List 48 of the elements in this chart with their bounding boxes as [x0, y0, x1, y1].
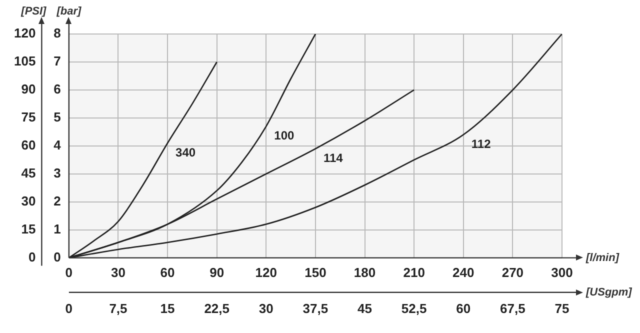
x2-tick-label: 0: [65, 300, 73, 316]
y-tick-label: 2: [54, 193, 61, 208]
x-tick-label: 240: [452, 265, 474, 280]
x2-tick-label: 45: [358, 300, 372, 316]
y-tick-label: 6: [54, 82, 61, 97]
y-tick-label: 4: [54, 137, 62, 152]
x2-tick-label: 67,5: [500, 300, 526, 316]
y-tick-label: 7: [54, 54, 61, 69]
x2-tick-label: 7,5: [109, 300, 128, 316]
y2-tick-label: 75: [21, 110, 36, 125]
x-tick-label: 150: [304, 265, 326, 280]
y2-axis-title: [PSI]: [20, 6, 47, 18]
y2-tick-label: 30: [21, 193, 36, 208]
x-tick-label: 180: [354, 265, 376, 280]
x-tick-label: 120: [255, 265, 278, 280]
y2-tick-label: 90: [21, 82, 36, 97]
x2-tick-label: 15: [160, 300, 175, 316]
x2-axis-title: [USgpm]: [585, 286, 632, 298]
y2-tick-label: 60: [21, 137, 36, 152]
x-tick-label: 90: [210, 265, 224, 280]
x-axis-title: [l/min]: [585, 252, 620, 264]
x-tick-label: 300: [551, 265, 573, 280]
x-tick-label: 60: [160, 265, 175, 280]
x-tick-label: 210: [403, 265, 425, 280]
x-tick-label: 0: [65, 265, 73, 280]
x2-tick-label: 37,5: [302, 300, 328, 316]
series-label: 114: [323, 151, 344, 166]
x-tick-label: 270: [502, 265, 524, 280]
y-tick-label: 5: [54, 110, 61, 125]
x-tick-label: 30: [110, 265, 126, 280]
x2-tick-label: 22,5: [204, 300, 230, 316]
y2-tick-label: 120: [14, 26, 36, 41]
y2-tick-label: 0: [28, 249, 36, 264]
y-tick-label: 3: [54, 165, 61, 180]
y-tick-label: 0: [54, 249, 61, 264]
series-label: 100: [274, 128, 294, 143]
x2-tick-label: 75: [554, 300, 570, 316]
y2-tick-label: 45: [21, 165, 36, 180]
x2-tick-label: 60: [456, 300, 471, 316]
series-label: 112: [471, 137, 492, 152]
y-tick-label: 8: [54, 26, 61, 41]
y-tick-label: 1: [54, 221, 61, 236]
x2-tick-label: 52,5: [401, 300, 427, 316]
y-axis-title: [bar]: [56, 6, 82, 18]
y2-tick-label: 15: [21, 221, 36, 236]
series-label: 340: [176, 145, 196, 160]
x2-tick-label: 30: [258, 300, 274, 316]
y2-tick-label: 105: [14, 54, 36, 69]
